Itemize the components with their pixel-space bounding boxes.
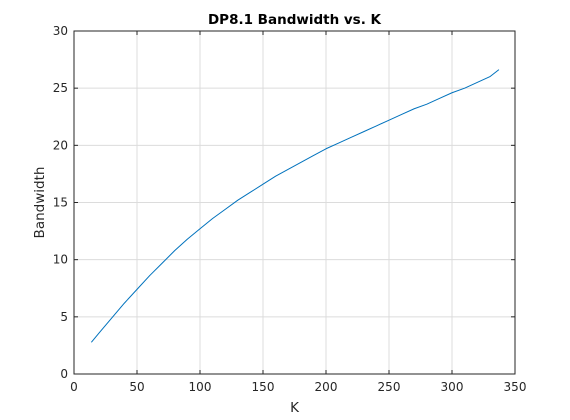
chart-title: DP8.1 Bandwidth vs. K <box>208 12 382 28</box>
y-tick-label: 30 <box>53 24 68 38</box>
x-axis-label: K <box>290 400 300 416</box>
y-tick-label: 15 <box>53 196 68 210</box>
series-layer <box>91 69 500 343</box>
x-tick-label: 300 <box>441 380 464 394</box>
x-tick-label: 200 <box>315 380 338 394</box>
y-tick-label: 25 <box>53 81 68 95</box>
y-tick-label: 10 <box>53 253 68 267</box>
y-tick-label: 5 <box>60 310 68 324</box>
x-tick-label: 350 <box>504 380 527 394</box>
x-tick-label: 250 <box>378 380 401 394</box>
y-tick-label: 0 <box>60 367 68 381</box>
series-line <box>91 69 500 343</box>
x-tick-label: 0 <box>70 380 78 394</box>
x-tick-label: 150 <box>252 380 275 394</box>
x-tick-label: 100 <box>189 380 212 394</box>
y-axis-label: Bandwidth <box>32 167 48 239</box>
y-tick-label: 20 <box>53 138 68 152</box>
x-tick-label: 50 <box>129 380 144 394</box>
axis-ticks: 0 50 100 150 200 250 300 350 0 5 10 15 20 25 30 <box>53 24 527 394</box>
